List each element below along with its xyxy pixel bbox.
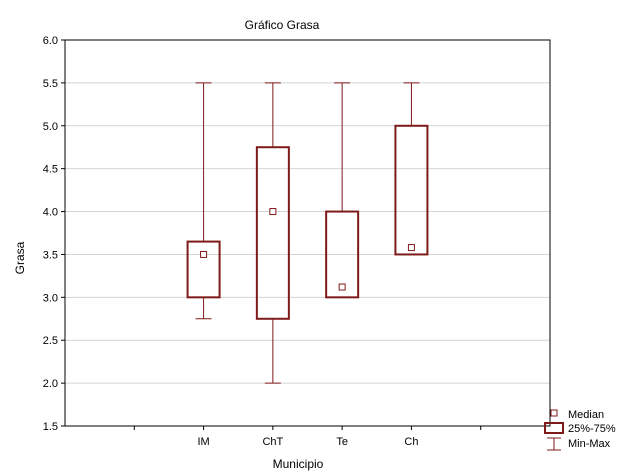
median-marker [338,283,346,291]
y-tick-label: 5.0 [43,121,58,133]
box-iqr [255,146,290,320]
x-tick-label: ChT [262,436,283,448]
y-tick-label: 5.5 [43,78,58,90]
x-tick-label: Ch [404,436,418,448]
grid-lines [65,82,550,384]
chart-title: Gráfico Grasa [245,18,320,32]
y-tick-label: 3.0 [43,292,58,304]
x-axis-label: Municipio [273,457,324,471]
y-tick-label: 6.0 [43,35,58,47]
boxes [186,82,429,384]
median-marker [269,208,277,216]
x-axis: IM ChT Te Ch [133,426,482,448]
legend: Median 25%-75% Min-Max [544,409,616,451]
box-te [325,82,360,299]
legend-median-symbol [550,409,558,417]
y-axis: 1.5 2.0 2.5 3.0 3.5 4.0 4.5 5.0 5.5 6.0 [43,35,65,433]
legend-box-symbol [544,422,564,434]
box-ch [394,82,429,256]
legend-box-label: 25%-75% [568,423,616,435]
y-axis-label: Grasa [13,241,27,274]
y-tick-label: 4.0 [43,207,58,219]
box-iqr [186,240,221,299]
y-tick-label: 1.5 [43,421,58,433]
y-tick-label: 4.5 [43,164,58,176]
y-tick-label: 2.0 [43,378,58,390]
legend-median-label: Median [568,409,604,421]
median-marker [407,244,415,252]
box-iqr [325,210,360,299]
box-cht [255,82,290,384]
x-tick-label: Te [336,436,348,448]
x-tick-label: IM [197,436,209,448]
y-tick-label: 2.5 [43,335,58,347]
legend-minmax-label: Min-Max [568,438,611,450]
plot-area [64,39,551,427]
box-im [186,82,221,320]
median-marker [200,250,208,258]
y-tick-label: 3.5 [43,249,58,261]
box-iqr [394,124,429,256]
